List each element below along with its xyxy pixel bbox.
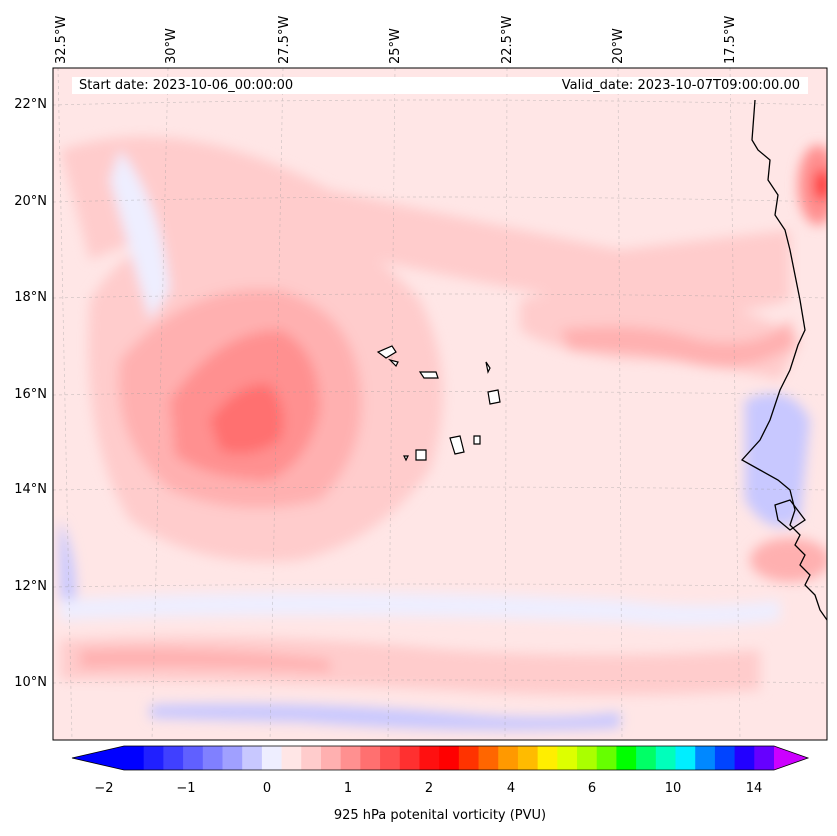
colorbar-segment xyxy=(183,746,204,770)
valid-date-label: Valid_date: 2023-10-07T09:00:00.00 xyxy=(561,78,800,93)
pv-east-strip xyxy=(560,320,795,368)
colorbar-segment xyxy=(360,746,381,770)
colorbar-segment xyxy=(281,746,302,770)
colorbar-segment xyxy=(754,746,775,770)
cape-verde-islands xyxy=(376,345,501,462)
lat-label: 20°N xyxy=(14,194,47,209)
pv-band-north xyxy=(60,136,790,315)
colorbar-segment xyxy=(380,746,401,770)
colorbar-segment xyxy=(143,746,164,770)
coastline xyxy=(740,99,827,621)
header-box xyxy=(72,77,808,94)
colorbar-tick-label: 0 xyxy=(262,781,272,796)
colorbar-segment xyxy=(577,746,598,770)
africa-coast xyxy=(740,99,827,621)
lon-label: 30°W xyxy=(164,28,179,64)
colorbar-tick-label: 6 xyxy=(587,781,597,796)
colorbar-segment xyxy=(616,746,637,770)
colorbar-segment xyxy=(301,746,322,770)
lat-label: 10°N xyxy=(14,675,47,690)
pv-negative-west xyxy=(110,150,170,320)
colorbar-segment xyxy=(498,746,519,770)
colorbar-extend-high xyxy=(774,746,808,770)
colorbar-segment xyxy=(478,746,499,770)
pv-negative-coast xyxy=(745,393,810,527)
colorbar-segment xyxy=(439,746,460,770)
start-date-label: Start date: 2023-10-06_00:00:00 xyxy=(79,78,294,93)
map-frame xyxy=(52,67,828,741)
colorbar-segment xyxy=(695,746,716,770)
colorbar-segment xyxy=(399,746,420,770)
colorbar-segment xyxy=(261,746,283,770)
colorbar-segment xyxy=(675,746,696,770)
lat-label: 16°N xyxy=(14,387,47,402)
lat-label: 12°N xyxy=(14,579,47,594)
colorbar-segment xyxy=(124,746,145,770)
coast-detail xyxy=(774,499,806,531)
lon-label: 17.5°W xyxy=(723,15,738,64)
colorbar-tick-label: −2 xyxy=(94,781,114,796)
pv-max-coastal-center xyxy=(814,169,827,201)
lon-label: 20°W xyxy=(611,28,626,64)
pv-max-core xyxy=(210,384,284,454)
gridlines xyxy=(53,68,827,740)
lon-label: 32.5°W xyxy=(54,15,69,64)
colorbar-segment xyxy=(734,746,755,770)
colorbar-segment xyxy=(458,746,480,770)
colorbar-tick-label: 14 xyxy=(745,781,763,796)
colorbar-segment xyxy=(537,746,558,770)
lat-label: 14°N xyxy=(14,482,47,497)
pv-coastal-south xyxy=(750,538,827,582)
colorbar-segment xyxy=(222,746,243,770)
lat-label: 18°N xyxy=(14,290,47,305)
colorbar-segment xyxy=(340,746,361,770)
colorbar-segment xyxy=(655,746,677,770)
colorbar-tick-label: 2 xyxy=(424,781,434,796)
colorbar-segment xyxy=(596,746,617,770)
lon-label: 27.5°W xyxy=(277,15,292,64)
pv-negative-sw xyxy=(59,520,76,620)
colorbar-title: 925 hPa potenital vorticity (PVU) xyxy=(333,808,547,823)
pv-south-band xyxy=(60,636,760,695)
colorbar-segment xyxy=(163,746,184,770)
colorbar-extend-low xyxy=(72,746,124,770)
colorbar-segment xyxy=(636,746,657,770)
colorbar-tick-label: 10 xyxy=(664,781,682,796)
pv-field xyxy=(53,68,827,740)
colorbar-tick-label: 1 xyxy=(343,781,353,796)
colorbar-tick-label: −1 xyxy=(176,781,196,796)
colorbar-segment xyxy=(202,746,223,770)
pv-negative-south xyxy=(150,703,620,731)
lon-label: 25°W xyxy=(388,28,403,64)
colorbar-tick-label: 4 xyxy=(506,781,516,796)
colorbar-outline xyxy=(71,745,810,771)
colorbar-segment xyxy=(320,746,342,770)
pv-neutral-south xyxy=(60,592,780,626)
lat-label: 22°N xyxy=(14,97,47,112)
colorbar-segment xyxy=(517,746,539,770)
colorbar-segment xyxy=(714,746,736,770)
lon-label: 22.5°W xyxy=(500,15,515,64)
pv-south-strip xyxy=(80,648,330,672)
colorbar-segment xyxy=(242,746,263,770)
pv-max-coastal xyxy=(798,145,827,225)
colorbar-segment xyxy=(419,746,440,770)
colorbar xyxy=(71,745,810,771)
colorbar-segment xyxy=(557,746,578,770)
